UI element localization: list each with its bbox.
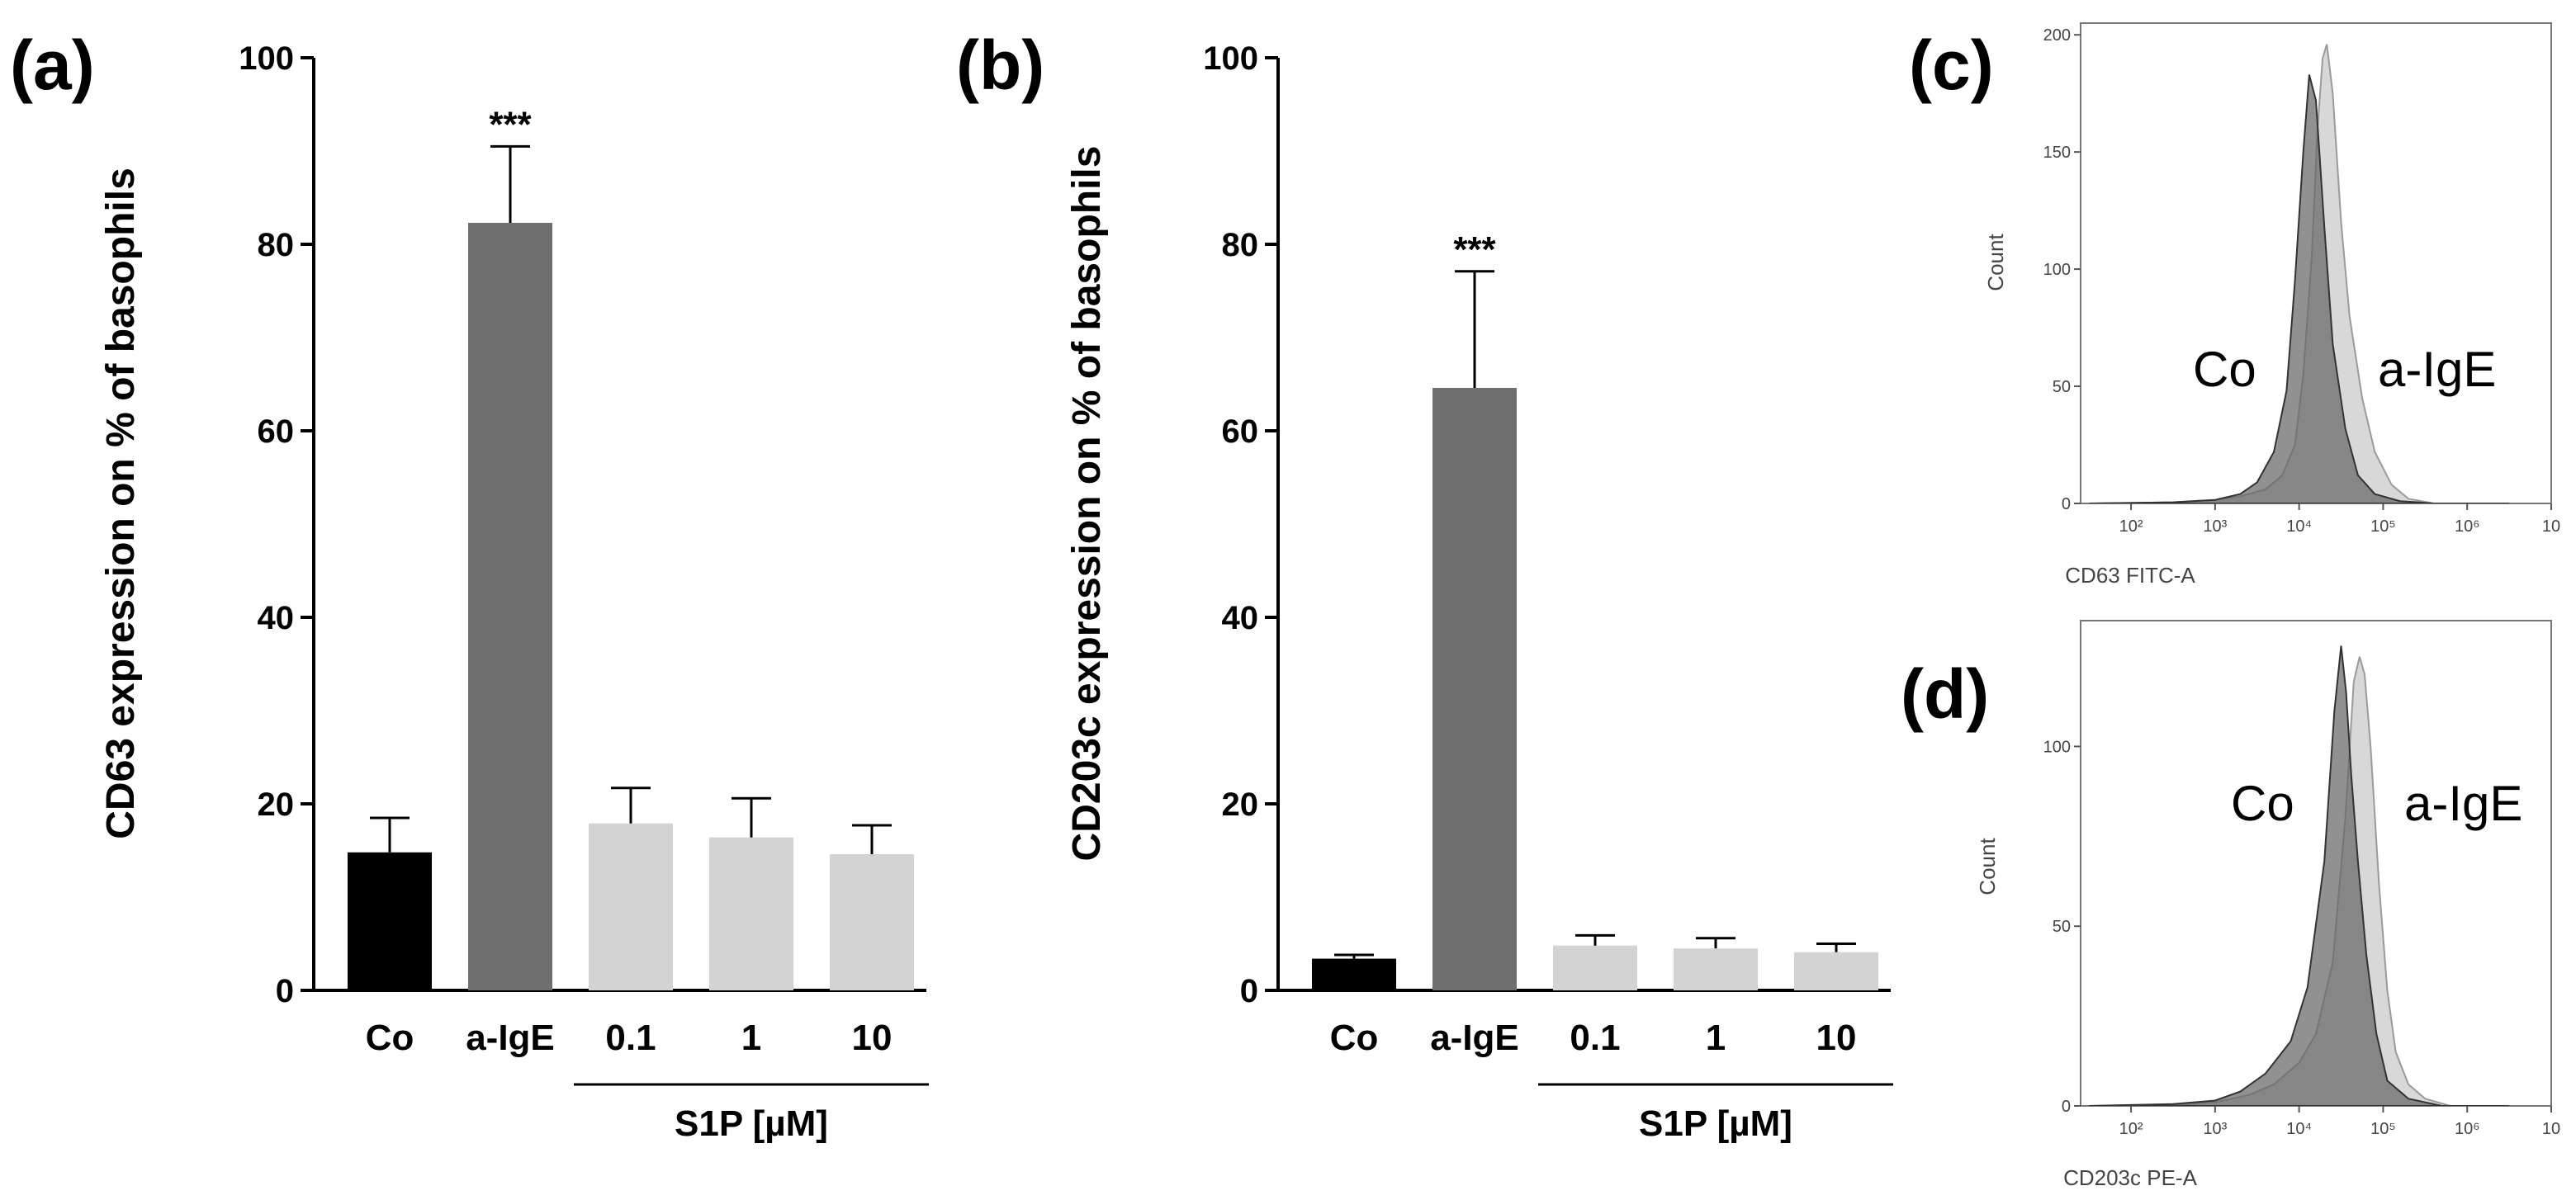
y-axis-title-d: Count — [1975, 838, 2000, 895]
panel-c: (c) Count CD63 FITC-A Co a-IgE 0 50 100 150… — [1909, 22, 2560, 588]
histogram-area — [2089, 44, 2510, 503]
bar — [1553, 945, 1637, 990]
annotation-aige-d: a-IgE — [2404, 776, 2522, 831]
annotation-co-c: Co — [2193, 342, 2256, 397]
y-tick-label: 200 — [2043, 26, 2071, 45]
annotation-co-d: Co — [2231, 776, 2294, 831]
y-tick-label: 0 — [1240, 973, 1258, 1009]
y-tick-label: 100 — [2043, 738, 2071, 756]
x-tick-label: 0.1 — [605, 1018, 656, 1058]
x-tick-label: 10 — [852, 1018, 893, 1058]
histogram-co — [2089, 74, 2510, 503]
bar-plot-a: 0 20 40 60 80 100 Co a-IgE 0.1 1 10 *** S1P [µM] — [239, 40, 929, 1144]
bar — [830, 854, 914, 990]
y-tick-label: 50 — [2053, 378, 2071, 396]
y-tick-label: 60 — [258, 413, 295, 450]
x-tick-label: 10 — [2542, 517, 2560, 536]
bar — [709, 837, 793, 990]
histogram-plot-c: 0 50 100 150 200 10² 10³ 10⁴ 10⁵ 10⁶ 10 — [2043, 22, 2560, 536]
y-axis-title-b: CD203c expression on % of basophils — [1065, 146, 1109, 862]
y-tick-label: 20 — [1222, 787, 1259, 823]
y-tick-label: 20 — [258, 787, 295, 823]
bar-plot-b: 0 20 40 60 80 100 Co a-IgE 0.1 1 10 *** S1P [µM] — [1203, 40, 1893, 1144]
bar — [1674, 948, 1758, 990]
panel-d: (d) Count CD203c PE-A Co a-IgE 0 50 100 10²… — [1901, 620, 2560, 1190]
x-axis-title-c: CD63 FITC-A — [2065, 563, 2195, 588]
x-tick-label: 10 — [1816, 1018, 1857, 1058]
panel-label-b: (b) — [956, 26, 1044, 104]
y-tick-label: 0 — [276, 973, 294, 1009]
group-label: S1P [µM] — [1639, 1103, 1792, 1144]
panel-label-d: (d) — [1901, 655, 1989, 733]
y-tick-label: 40 — [1222, 600, 1259, 636]
y-tick-label: 0 — [2062, 1098, 2071, 1116]
y-axis-title-a: CD63 expression on % of basophils — [99, 168, 143, 839]
y-tick-label: 0 — [2062, 495, 2071, 513]
panel-b: (b) CD203c expression on % of basophils … — [956, 26, 1893, 1144]
histogram-plot-d: 0 50 100 10² 10³ 10⁴ 10⁵ 10⁶ 10 — [2043, 620, 2560, 1138]
x-tick-label: Co — [1330, 1018, 1379, 1058]
y-tick-label: 100 — [1203, 40, 1258, 77]
bar — [589, 823, 673, 990]
histogram-area — [2089, 645, 2510, 1106]
significance-label: *** — [1453, 229, 1496, 270]
group-label: S1P [µM] — [675, 1103, 828, 1144]
x-tick-label: 10² — [2119, 1120, 2143, 1138]
y-tick-label: 80 — [1222, 227, 1259, 263]
y-tick-label: 150 — [2043, 144, 2071, 162]
x-tick-label: 10⁶ — [2455, 1120, 2479, 1138]
x-axis-title-d: CD203c PE-A — [2063, 1165, 2197, 1190]
x-tick-label: 10⁴ — [2286, 1120, 2312, 1138]
y-tick-label: 60 — [1222, 413, 1259, 450]
significance-label: *** — [489, 104, 532, 144]
x-tick-label: 1 — [741, 1018, 761, 1058]
y-axis-title-c: Count — [1983, 234, 2008, 291]
panel-label-c: (c) — [1909, 26, 1994, 104]
x-tick-label: 10³ — [2203, 1120, 2227, 1138]
bar — [1312, 958, 1396, 990]
y-tick-label: 50 — [2053, 918, 2071, 936]
x-tick-label: 10⁵ — [2370, 1120, 2396, 1138]
x-tick-label: 10⁶ — [2455, 517, 2479, 536]
x-tick-label: 10⁵ — [2370, 517, 2396, 536]
bar — [1432, 388, 1517, 990]
x-tick-label: Co — [366, 1018, 414, 1058]
x-tick-label: 0.1 — [1570, 1018, 1620, 1058]
annotation-aige-c: a-IgE — [2378, 342, 2496, 397]
x-tick-label: a-IgE — [1430, 1018, 1519, 1058]
bar — [1794, 952, 1878, 990]
x-tick-label: 1 — [1706, 1018, 1726, 1058]
x-tick-label: 10³ — [2203, 517, 2227, 536]
y-tick-label: 80 — [258, 227, 295, 263]
panel-a: (a) CD63 expression on % of basophils 0 2… — [10, 26, 929, 1144]
x-tick-label: a-IgE — [466, 1018, 555, 1058]
y-tick-label: 100 — [2043, 261, 2071, 279]
x-tick-label: 10 — [2542, 1120, 2560, 1138]
bar — [468, 223, 552, 990]
bar — [348, 852, 432, 990]
y-tick-label: 100 — [239, 40, 294, 77]
panel-label-a: (a) — [10, 26, 95, 104]
histogram-co — [2089, 645, 2510, 1106]
y-tick-label: 40 — [258, 600, 295, 636]
x-tick-label: 10² — [2119, 517, 2143, 536]
x-tick-label: 10⁴ — [2286, 517, 2312, 536]
